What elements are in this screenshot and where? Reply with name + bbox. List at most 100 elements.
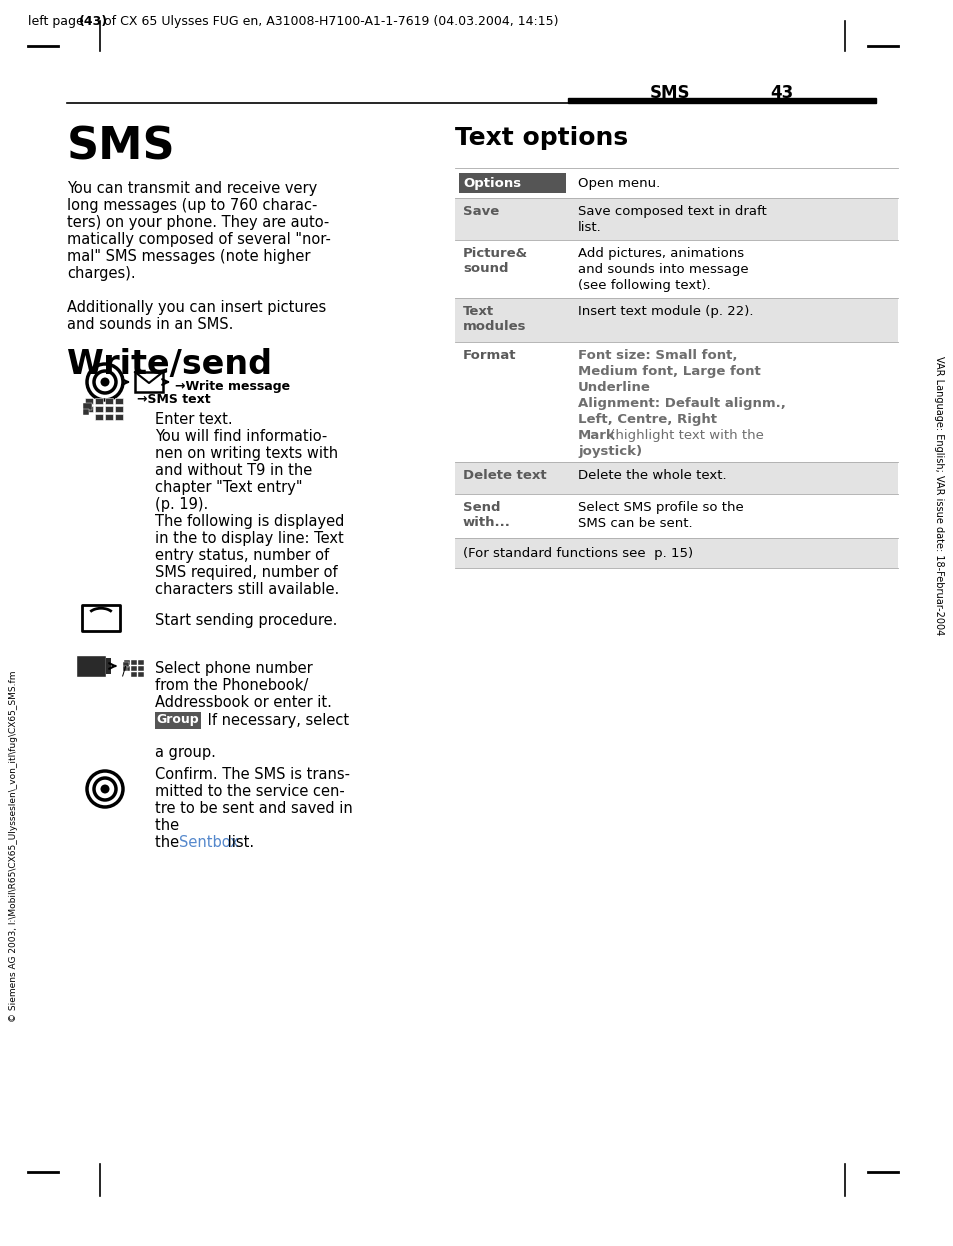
Text: from the Phonebook/: from the Phonebook/ xyxy=(154,678,308,693)
Text: Text options: Text options xyxy=(455,126,627,150)
Text: Select SMS profile so the: Select SMS profile so the xyxy=(578,501,743,515)
Bar xyxy=(131,660,137,665)
Text: You will find informatio-: You will find informatio- xyxy=(154,429,327,444)
Bar xyxy=(455,538,897,568)
Text: (For standard functions see  p. 15): (For standard functions see p. 15) xyxy=(462,547,693,559)
Bar xyxy=(115,414,123,420)
Text: 43: 43 xyxy=(769,83,792,102)
Text: left page: left page xyxy=(28,15,88,27)
Bar xyxy=(123,667,127,672)
Text: Save composed text in draft: Save composed text in draft xyxy=(578,206,766,218)
Text: tre to be sent and saved in: tre to be sent and saved in xyxy=(154,801,353,816)
Text: and sounds into message: and sounds into message xyxy=(578,263,748,277)
Text: the: the xyxy=(154,835,184,850)
Text: Write/send: Write/send xyxy=(67,348,272,381)
Text: Alignment: Default alignm.,: Alignment: Default alignm., xyxy=(578,397,785,410)
Bar xyxy=(138,660,144,665)
Bar xyxy=(131,672,137,677)
Text: characters still available.: characters still available. xyxy=(154,582,339,597)
Text: Picture&
sound: Picture& sound xyxy=(462,247,528,275)
Text: If necessary, select: If necessary, select xyxy=(203,713,349,728)
Bar xyxy=(106,658,111,674)
Bar xyxy=(115,406,123,412)
Text: Send
with...: Send with... xyxy=(462,501,511,530)
Text: Addressbook or enter it.: Addressbook or enter it. xyxy=(154,695,332,710)
Text: Select phone number: Select phone number xyxy=(154,660,313,677)
Text: Additionally you can insert pictures: Additionally you can insert pictures xyxy=(67,300,326,315)
Text: Text
modules: Text modules xyxy=(462,305,526,333)
Bar xyxy=(82,606,120,630)
Text: Group: Group xyxy=(156,714,199,726)
Bar xyxy=(95,397,103,404)
Bar xyxy=(123,662,129,667)
Text: VAR Language: English; VAR issue date: 18-Februar-2004: VAR Language: English; VAR issue date: 1… xyxy=(933,356,943,635)
Bar xyxy=(105,406,112,412)
Text: (p. 19).: (p. 19). xyxy=(154,497,208,512)
Text: The following is displayed: The following is displayed xyxy=(154,515,344,530)
Bar xyxy=(455,341,897,462)
Text: the: the xyxy=(154,819,184,834)
Text: /: / xyxy=(122,665,126,678)
Bar xyxy=(455,198,897,240)
Text: a group.: a group. xyxy=(154,745,215,760)
Text: ters) on your phone. They are auto-: ters) on your phone. They are auto- xyxy=(67,216,329,231)
Text: Medium font, Large font: Medium font, Large font xyxy=(578,365,760,378)
Text: SMS: SMS xyxy=(67,126,175,169)
Bar xyxy=(567,98,875,103)
Text: Left, Centre, Right: Left, Centre, Right xyxy=(578,412,717,426)
Bar xyxy=(83,409,89,415)
Bar xyxy=(131,667,137,672)
Bar xyxy=(115,397,123,404)
Text: of CX 65 Ulysses FUG en, A31008-H7100-A1-1-7619 (04.03.2004, 14:15): of CX 65 Ulysses FUG en, A31008-H7100-A1… xyxy=(100,15,558,27)
Bar xyxy=(455,168,897,198)
Text: mitted to the service cen-: mitted to the service cen- xyxy=(154,784,344,799)
Text: Insert text module (p. 22).: Insert text module (p. 22). xyxy=(578,305,753,318)
Text: (see following text).: (see following text). xyxy=(578,279,710,292)
Text: Options: Options xyxy=(462,177,520,189)
Text: long messages (up to 760 charac-: long messages (up to 760 charac- xyxy=(67,198,317,213)
Bar xyxy=(85,397,92,404)
Text: entry status, number of: entry status, number of xyxy=(154,548,329,563)
Text: →SMS text: →SMS text xyxy=(137,392,211,406)
Text: chapter "Text entry": chapter "Text entry" xyxy=(154,480,302,495)
Text: (highlight text with the: (highlight text with the xyxy=(605,429,763,442)
Bar xyxy=(95,414,103,420)
Text: Add pictures, animations: Add pictures, animations xyxy=(578,247,743,260)
Text: Open menu.: Open menu. xyxy=(578,177,659,189)
Text: list.: list. xyxy=(223,835,254,850)
Circle shape xyxy=(100,378,110,386)
Bar xyxy=(95,406,103,412)
Text: Delete text: Delete text xyxy=(462,468,546,482)
Text: and sounds in an SMS.: and sounds in an SMS. xyxy=(67,316,233,331)
Text: SMS can be sent.: SMS can be sent. xyxy=(578,517,692,530)
Text: Sentbox: Sentbox xyxy=(179,835,239,850)
Bar xyxy=(138,667,144,672)
Bar xyxy=(135,373,163,392)
Text: Enter text.: Enter text. xyxy=(154,412,233,427)
Text: Format: Format xyxy=(462,349,516,363)
Text: Start sending procedure.: Start sending procedure. xyxy=(154,613,337,628)
Bar xyxy=(455,493,897,538)
Bar xyxy=(154,711,201,729)
Bar xyxy=(124,660,130,665)
Text: Font size: Small font,: Font size: Small font, xyxy=(578,349,737,363)
Bar xyxy=(455,298,897,341)
Text: joystick): joystick) xyxy=(578,445,641,459)
Bar xyxy=(124,667,130,672)
Bar xyxy=(76,655,106,677)
Text: (43): (43) xyxy=(78,15,108,27)
Bar xyxy=(458,173,565,193)
Text: Save: Save xyxy=(462,206,498,218)
Text: list.: list. xyxy=(578,221,601,234)
Bar xyxy=(105,414,112,420)
Text: You can transmit and receive very: You can transmit and receive very xyxy=(67,181,317,196)
Text: in the to display line: Text: in the to display line: Text xyxy=(154,531,343,546)
Text: SMS required, number of: SMS required, number of xyxy=(154,564,337,579)
Text: Delete the whole text.: Delete the whole text. xyxy=(578,468,726,482)
Bar xyxy=(105,397,112,404)
Text: mal" SMS messages (note higher: mal" SMS messages (note higher xyxy=(67,249,310,264)
Bar xyxy=(138,672,144,677)
Text: Underline: Underline xyxy=(578,381,650,394)
Text: and without T9 in the: and without T9 in the xyxy=(154,464,312,478)
Circle shape xyxy=(100,785,110,794)
